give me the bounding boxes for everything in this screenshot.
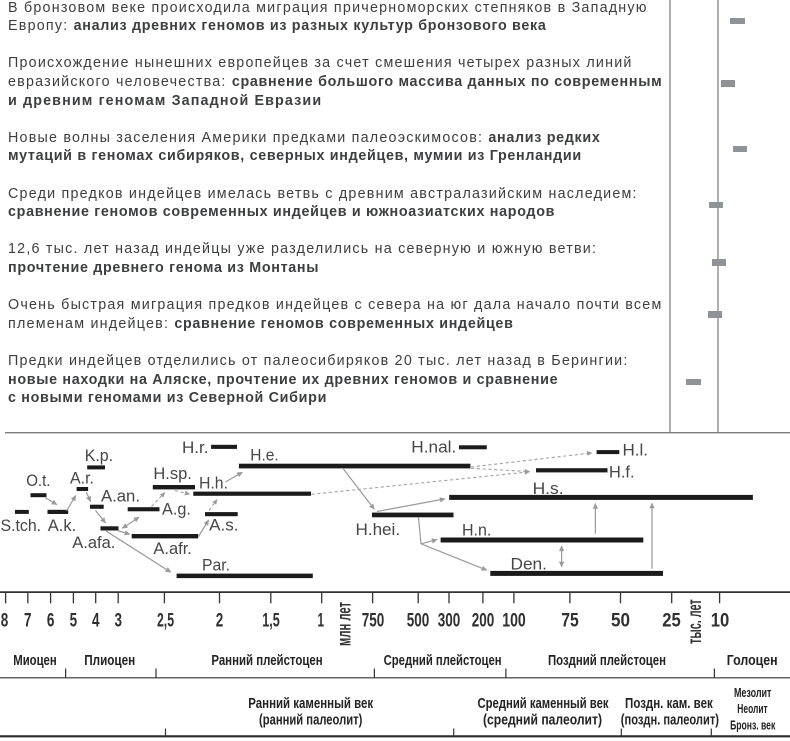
svg-text:100: 100 xyxy=(502,610,526,632)
svg-text:2,5: 2,5 xyxy=(157,610,174,632)
svg-text:25: 25 xyxy=(662,610,681,632)
svg-text:H.r.: H.r. xyxy=(182,439,209,457)
svg-text:H.n.: H.n. xyxy=(462,521,491,539)
svg-text:7: 7 xyxy=(24,610,32,632)
svg-text:H.h.: H.h. xyxy=(199,475,228,493)
svg-text:(средний палеолит): (средний палеолит) xyxy=(483,712,602,728)
svg-text:Den.: Den. xyxy=(511,556,547,574)
svg-text:Голоцен: Голоцен xyxy=(727,653,778,669)
svg-text:3: 3 xyxy=(114,610,122,632)
svg-text:10: 10 xyxy=(711,610,730,632)
svg-text:200: 200 xyxy=(472,610,495,632)
svg-text:H.s.: H.s. xyxy=(533,480,564,498)
svg-text:Средний плейстоцен: Средний плейстоцен xyxy=(384,653,502,669)
svg-text:A.r.: A.r. xyxy=(70,470,94,488)
svg-text:Неолит: Неолит xyxy=(737,702,767,716)
svg-text:300: 300 xyxy=(438,610,461,632)
svg-text:Бронз. век: Бронз. век xyxy=(730,718,776,732)
svg-text:H.sp.: H.sp. xyxy=(153,465,192,483)
svg-text:75: 75 xyxy=(561,610,579,632)
svg-text:H.e.: H.e. xyxy=(250,447,278,465)
svg-text:Мезолит: Мезолит xyxy=(734,686,772,700)
svg-text:H.f.: H.f. xyxy=(609,464,635,482)
svg-text:Средний каменный век: Средний каменный век xyxy=(478,696,610,712)
svg-text:A.afr.: A.afr. xyxy=(153,540,192,558)
svg-text:A.afa.: A.afa. xyxy=(72,534,115,552)
svg-text:H.hei.: H.hei. xyxy=(356,521,401,539)
svg-text:млн лет: млн лет xyxy=(335,602,356,646)
svg-text:2: 2 xyxy=(216,610,224,632)
svg-text:4: 4 xyxy=(92,610,100,632)
svg-text:Поздн. кам. век: Поздн. кам. век xyxy=(625,696,713,712)
svg-text:(ранний палеолит): (ранний палеолит) xyxy=(259,712,362,728)
svg-text:H.l.: H.l. xyxy=(623,442,649,460)
svg-text:1,5: 1,5 xyxy=(262,610,280,632)
svg-text:O.t.: O.t. xyxy=(26,472,50,490)
svg-text:A.k.: A.k. xyxy=(48,517,76,535)
svg-text:S.tch.: S.tch. xyxy=(1,517,42,535)
svg-text:Par.: Par. xyxy=(202,557,230,575)
svg-text:Ранний плейстоцен: Ранний плейстоцен xyxy=(211,653,322,669)
svg-text:Плиоцен: Плиоцен xyxy=(84,653,135,669)
svg-text:A.g.: A.g. xyxy=(162,500,191,518)
svg-text:K.p.: K.p. xyxy=(85,447,113,465)
svg-text:750: 750 xyxy=(362,610,385,632)
svg-text:A.an.: A.an. xyxy=(101,487,140,505)
svg-text:1: 1 xyxy=(318,610,325,632)
svg-text:Поздний плейстоцен: Поздний плейстоцен xyxy=(548,653,666,669)
svg-text:Ранний каменный век: Ранний каменный век xyxy=(248,696,373,712)
svg-text:(поздн. палеолит): (поздн. палеолит) xyxy=(621,712,719,728)
svg-text:A.s.: A.s. xyxy=(209,516,238,534)
svg-text:8: 8 xyxy=(1,610,9,632)
svg-text:6: 6 xyxy=(47,610,55,632)
svg-text:тыс. лет: тыс. лет xyxy=(685,599,706,644)
svg-text:50: 50 xyxy=(611,610,630,632)
svg-text:H.nal.: H.nal. xyxy=(411,438,456,456)
svg-text:Миоцен: Миоцен xyxy=(13,653,56,669)
svg-text:5: 5 xyxy=(70,610,78,632)
svg-text:500: 500 xyxy=(407,610,430,632)
